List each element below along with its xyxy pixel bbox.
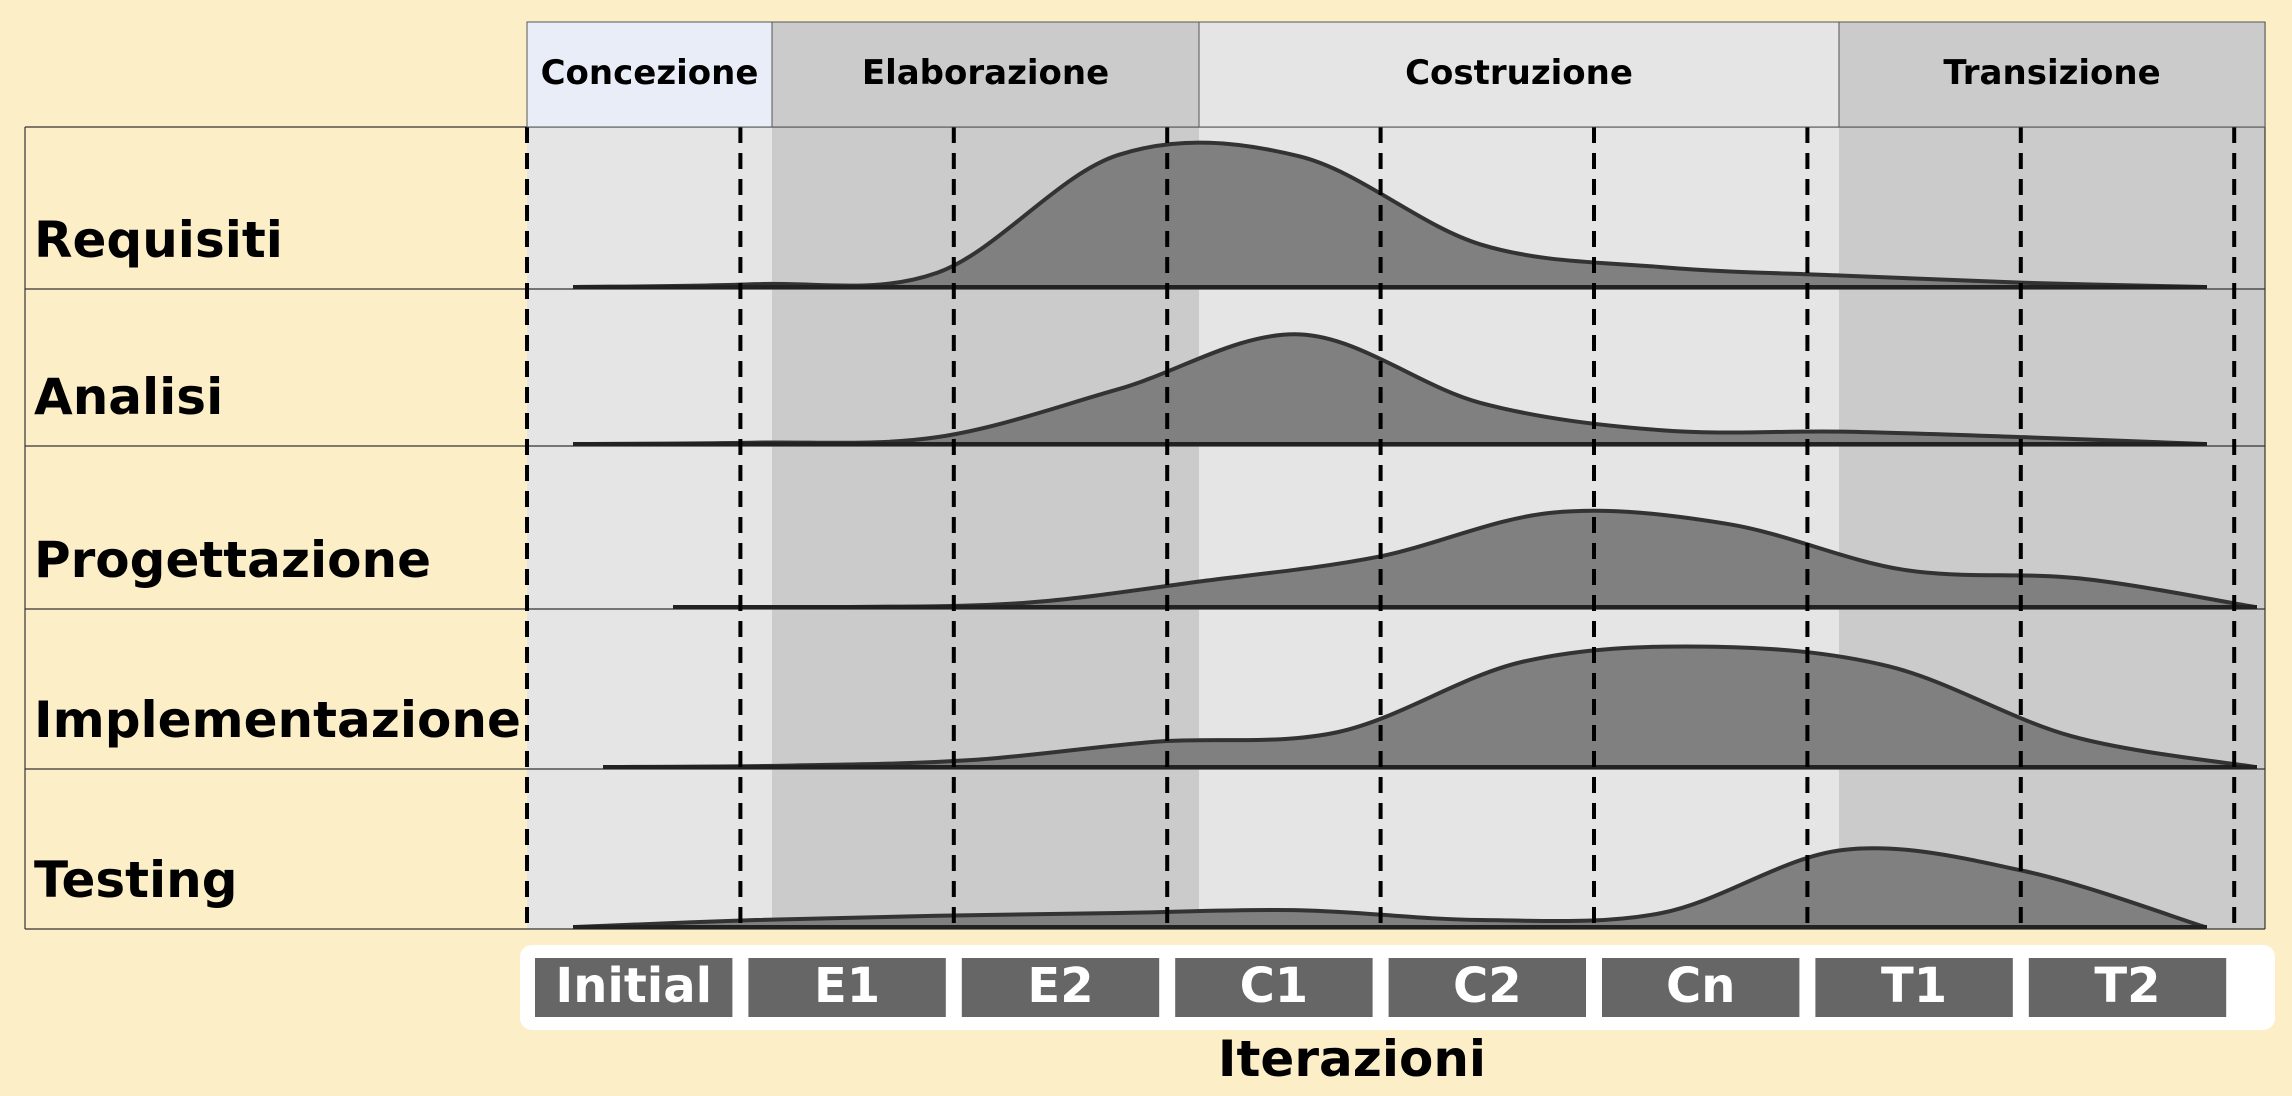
phase-header-cell: [1198, 21, 1840, 128]
discipline-label: Progettazione: [34, 531, 431, 589]
iteration-bar: Initial E1 E2 C1 C2 Cn T1 T2: [520, 945, 2275, 1030]
phase-column-bg: [1839, 22, 2265, 929]
phase-header-cell: [526, 21, 773, 128]
iteration-box: [535, 958, 733, 1017]
iteration-box: [748, 958, 946, 1017]
effort-curve: [573, 846, 2207, 929]
iteration-box: [2028, 958, 2227, 1017]
phase-label: Concezione: [541, 53, 759, 93]
effort-curve: [603, 644, 2257, 769]
discipline-label: Testing: [34, 851, 238, 909]
effort-curves: [573, 140, 2257, 929]
iteration-box: [961, 958, 1160, 1017]
discipline-label: Analisi: [34, 368, 223, 426]
iteration-box: [1602, 958, 1800, 1017]
phase-header-cell: [771, 21, 1200, 128]
iteration-label: Initial: [555, 958, 712, 1014]
iteration-label: E1: [814, 958, 880, 1014]
phase-column-bg: [527, 22, 772, 929]
phase-header-cell: [1838, 21, 2266, 128]
axis-title: Iterazioni: [1218, 1030, 1486, 1088]
discipline-label: Implementazione: [34, 691, 521, 749]
iteration-label: E2: [1027, 958, 1093, 1014]
iteration-label: T1: [1881, 958, 1947, 1014]
phase-label: Costruzione: [1405, 53, 1633, 93]
iteration-label: Cn: [1666, 958, 1735, 1014]
iteration-box: [1388, 958, 1586, 1017]
discipline-rows: Requisiti Analisi Progettazione Implementaz…: [24, 22, 2266, 930]
phase-label: Transizione: [1943, 53, 2160, 93]
iteration-box: [1175, 958, 1373, 1017]
iteration-label: T2: [2094, 958, 2160, 1014]
phase-header: Concezione Elaborazione Costruzione Transiz…: [526, 21, 2266, 128]
phase-label: Elaborazione: [862, 53, 1109, 93]
discipline-label: Requisiti: [34, 211, 283, 269]
iteration-label: C1: [1240, 958, 1309, 1014]
phase-backgrounds: [527, 22, 2265, 929]
iteration-label: C2: [1453, 958, 1522, 1014]
iteration-dividers: [525, 127, 2237, 929]
iteration-box: [1815, 958, 2013, 1017]
